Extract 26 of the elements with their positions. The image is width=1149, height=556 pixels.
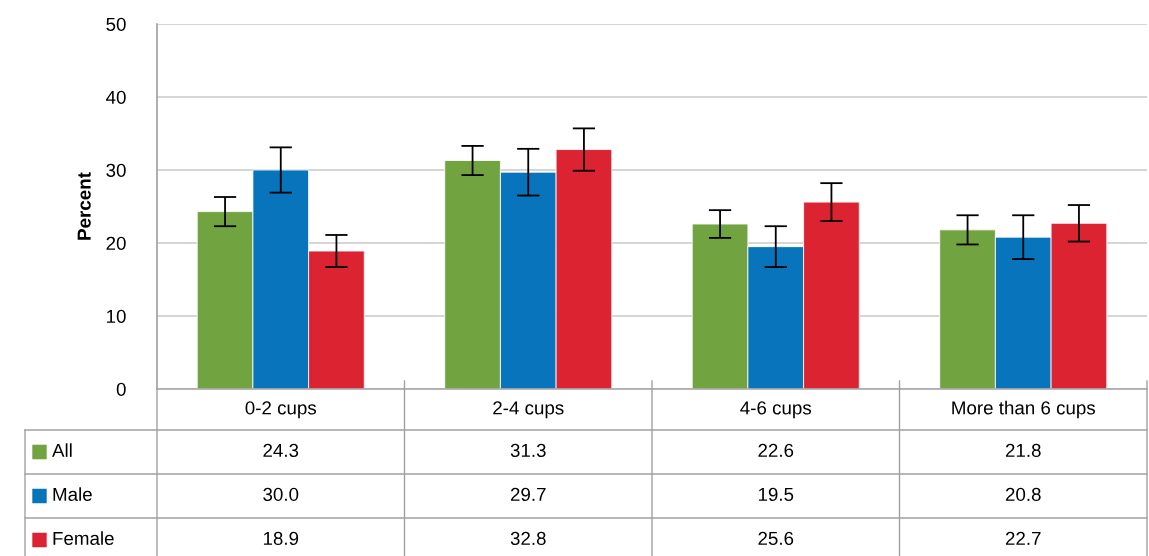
data-label: 30.0 [263, 487, 299, 502]
y-tick-label: 50 [106, 17, 126, 31]
data-label: 22.6 [758, 443, 794, 458]
data-label: 22.7 [1005, 531, 1041, 545]
data-label: 21.8 [1005, 443, 1041, 458]
x-tick-label: 2-4 cups [493, 401, 564, 419]
y-tick-label: 20 [106, 236, 126, 250]
legend-label: All [52, 443, 72, 457]
data-label: 18.9 [263, 531, 299, 546]
y-axis-title: Percent [77, 172, 91, 240]
x-tick-label: More than 6 cups [952, 400, 1096, 419]
data-label: 20.8 [1005, 487, 1041, 502]
y-tick-label: 30 [106, 163, 126, 177]
x-tick-label: 0-2 cups [245, 401, 317, 419]
data-label: 25.6 [758, 531, 794, 546]
y-tick-label: 0 [116, 382, 126, 396]
legend-label: Male [53, 487, 92, 502]
data-label: 19.5 [758, 487, 794, 502]
x-tick-label: 4-6 cups [740, 401, 812, 419]
data-label: 31.3 [510, 443, 546, 458]
legend-label: Female [53, 531, 114, 546]
data-label: 24.3 [263, 443, 299, 458]
data-label: 29.7 [510, 487, 546, 502]
data-label: 32.8 [510, 531, 546, 546]
y-tick-label: 10 [107, 309, 126, 323]
y-tick-label: 40 [106, 90, 126, 104]
